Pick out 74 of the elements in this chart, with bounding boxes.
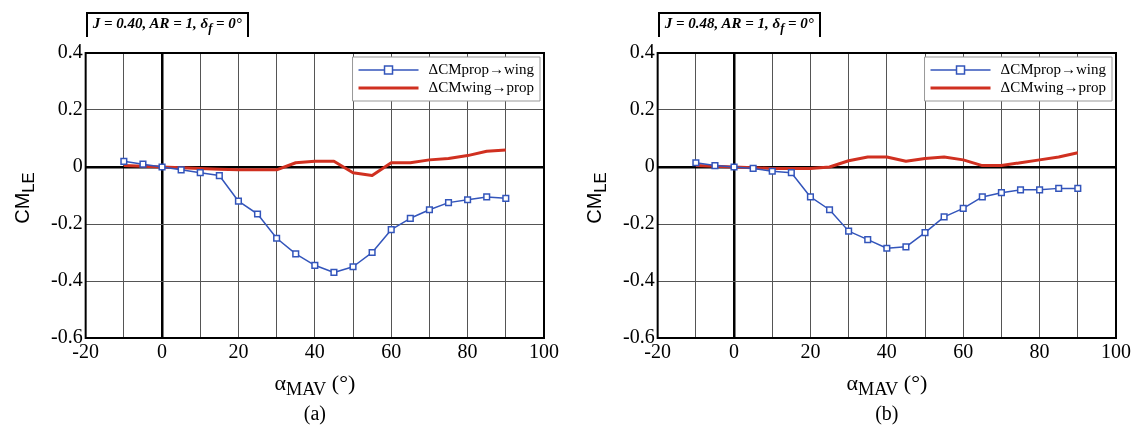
x-tick-label: 60	[953, 340, 974, 363]
y-tick-label: -0.2	[50, 211, 83, 234]
point	[787, 169, 795, 177]
point	[158, 163, 166, 171]
point	[196, 169, 204, 177]
text: (a)	[302, 402, 327, 425]
point	[311, 261, 319, 269]
point	[502, 194, 510, 202]
point	[387, 226, 395, 234]
point	[1055, 184, 1063, 192]
point	[273, 234, 281, 242]
point	[730, 163, 738, 171]
x-tick-label: 40	[876, 340, 897, 363]
point	[253, 210, 262, 218]
y-tick-label: -0.4	[50, 268, 83, 291]
point	[959, 204, 967, 212]
text: (b)	[874, 402, 900, 425]
point	[1016, 186, 1025, 194]
point	[368, 248, 376, 257]
point	[692, 159, 700, 167]
y-tick-label: 0	[72, 154, 83, 177]
point	[940, 213, 948, 221]
point	[978, 193, 986, 201]
chart-title: J = 0.40, AR = 1, δ$_{f}$ = 0°	[85, 12, 249, 37]
point	[883, 244, 891, 252]
point	[749, 164, 757, 172]
point	[139, 160, 147, 168]
point	[349, 263, 357, 271]
x-tick-label: 100	[529, 340, 559, 363]
point	[425, 206, 433, 214]
point	[444, 199, 453, 207]
point	[406, 214, 414, 222]
y-tick-label: 0.2	[57, 97, 83, 120]
point	[330, 268, 338, 277]
y-tick-label: -0.4	[622, 268, 655, 291]
x-tick-label: 20	[800, 340, 821, 363]
point	[921, 228, 929, 237]
x-axis-title: α$_{MAV}$ (°)	[273, 370, 357, 401]
point	[215, 171, 223, 180]
x-tick-label: 0	[729, 340, 740, 363]
x-tick-label: 100	[1101, 340, 1131, 363]
x-tick-label: 20	[228, 340, 249, 363]
legend-label: ΔCMprop→wing	[1000, 60, 1107, 77]
point	[768, 167, 776, 175]
point	[825, 206, 834, 214]
point	[177, 166, 185, 174]
chart-title: J = 0.48, AR = 1, δ$_{f}$ = 0°	[657, 12, 821, 37]
x-tick-label: 40	[304, 340, 325, 363]
y-tick-label: 0	[644, 154, 655, 177]
legend-label: ΔCMwing→prop	[428, 78, 534, 95]
point	[864, 236, 872, 244]
y-tick-label: 0.4	[57, 40, 83, 63]
point	[902, 243, 910, 251]
y-tick-label: 0.2	[629, 97, 655, 120]
point	[711, 162, 719, 170]
legend-label: ΔCMprop→wing	[428, 60, 535, 77]
point	[997, 189, 1005, 197]
point	[845, 227, 853, 235]
x-tick-label: 0	[157, 340, 168, 363]
point	[806, 193, 815, 201]
point	[464, 196, 472, 204]
point	[1074, 184, 1082, 192]
legend-label: ΔCMwing→prop	[1000, 78, 1106, 95]
x-tick-label: 80	[457, 340, 478, 363]
y-tick-label: -0.2	[622, 211, 655, 234]
point	[1036, 186, 1044, 194]
y-tick-label: 0.4	[629, 40, 655, 63]
x-tick-label: 80	[1029, 340, 1050, 363]
point	[234, 197, 243, 205]
point	[292, 250, 300, 258]
point	[483, 193, 491, 201]
point	[120, 157, 128, 165]
x-axis-title: α$_{MAV}$ (°)	[845, 370, 929, 401]
x-tick-label: 60	[381, 340, 402, 363]
